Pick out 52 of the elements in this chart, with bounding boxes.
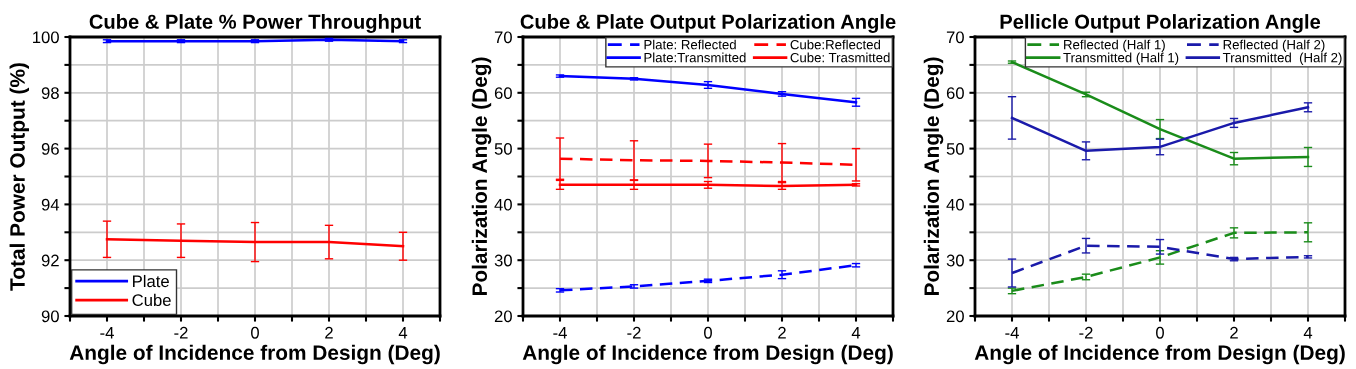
y-tick-label: 70 [494, 31, 512, 44]
legend-label: Cube [132, 293, 171, 307]
y-axis-title: Total Power Output (%) [9, 63, 29, 291]
legend-label: Plate: Reflected [644, 39, 736, 50]
y-tick-label: 20 [946, 310, 964, 323]
x-tick-label: -4 [100, 327, 114, 339]
y-tick-label: 50 [946, 143, 964, 155]
y-tick-label: 40 [494, 198, 512, 211]
legend-label: Reflected (Half 2) [1223, 39, 1325, 52]
y-tick-label: 20 [494, 310, 512, 323]
legend-label: Plate:Transmitted [644, 52, 746, 63]
legend-label: Plate [133, 274, 169, 288]
y-tick-label: 94 [41, 198, 60, 211]
x-tick-label: 2 [1230, 326, 1238, 339]
x-tick-label: 0 [1156, 326, 1164, 339]
x-tick-label: 4 [1303, 327, 1313, 339]
x-tick-label: 2 [778, 326, 786, 339]
legend-label: Transmitted (Half 1) [1063, 52, 1179, 65]
y-tick-label: 60 [946, 87, 964, 99]
y-tick-label: 90 [41, 310, 59, 323]
y-tick-label: 98 [41, 87, 59, 99]
y-axis-title: Polarization Angle (Deg) [923, 57, 944, 296]
y-tick-label: 100 [33, 31, 59, 44]
x-tick-label: 4 [851, 327, 861, 339]
x-axis-title: Angle of Incidence from Design (Deg) [522, 344, 893, 365]
chart-title: Pellicle Output Polarization Angle [1000, 14, 1321, 33]
legend-label: Cube: Trasmitted [790, 52, 890, 63]
y-tick-label: 40 [946, 198, 964, 211]
chart-title: Cube & Plate % Power Throughput [89, 14, 421, 33]
x-tick-label: 0 [704, 326, 712, 339]
x-axis-title: Angle of Incidence from Design (Deg) [974, 344, 1345, 365]
legend-label: Cube:Reflected [790, 39, 880, 50]
y-tick-label: 96 [41, 143, 59, 155]
x-tick-label: 0 [251, 326, 259, 339]
chart-title: Cube & Plate Output Polarization Angle [520, 14, 896, 33]
legend-label: Reflected (Half 1) [1064, 39, 1165, 52]
x-tick-label: -4 [553, 327, 567, 339]
x-tick-label: -2 [627, 326, 641, 339]
x-tick-label: -4 [1005, 327, 1019, 339]
y-axis-title: Polarization Angle (Deg) [471, 57, 492, 296]
x-tick-label: 4 [398, 327, 408, 339]
y-tick-label: 30 [946, 254, 964, 267]
y-tick-label: 30 [494, 254, 512, 267]
y-tick-label: 60 [494, 87, 512, 99]
legend-label: Transmitted (Half 2) [1222, 52, 1342, 65]
x-axis-title: Angle of Incidence from Design (Deg) [69, 344, 440, 365]
x-tick-label: -2 [1079, 326, 1093, 339]
y-tick-label: 70 [946, 31, 964, 44]
x-tick-label: 2 [325, 326, 333, 339]
x-tick-label: -2 [174, 326, 188, 339]
y-tick-label: 50 [494, 143, 512, 155]
y-tick-label: 92 [41, 254, 59, 267]
